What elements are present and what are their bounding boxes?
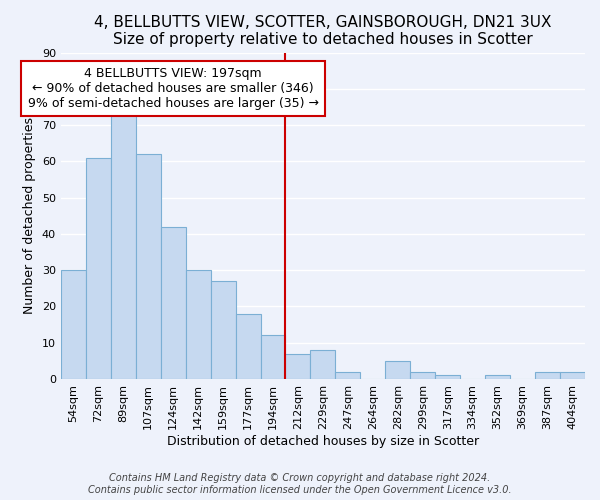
Bar: [560, 372, 585, 379]
Bar: [485, 376, 510, 379]
Bar: [185, 270, 211, 379]
Bar: [310, 350, 335, 379]
Bar: [136, 154, 161, 379]
Text: 4 BELLBUTTS VIEW: 197sqm
← 90% of detached houses are smaller (346)
9% of semi-d: 4 BELLBUTTS VIEW: 197sqm ← 90% of detach…: [28, 67, 319, 110]
Y-axis label: Number of detached properties: Number of detached properties: [23, 118, 37, 314]
Bar: [211, 281, 236, 379]
X-axis label: Distribution of detached houses by size in Scotter: Distribution of detached houses by size …: [167, 434, 479, 448]
Bar: [535, 372, 560, 379]
Bar: [286, 354, 310, 379]
Bar: [335, 372, 361, 379]
Bar: [111, 107, 136, 379]
Bar: [435, 376, 460, 379]
Bar: [86, 158, 111, 379]
Bar: [410, 372, 435, 379]
Bar: [61, 270, 86, 379]
Bar: [161, 226, 185, 379]
Bar: [236, 314, 260, 379]
Bar: [260, 336, 286, 379]
Text: Contains HM Land Registry data © Crown copyright and database right 2024.
Contai: Contains HM Land Registry data © Crown c…: [88, 474, 512, 495]
Bar: [385, 361, 410, 379]
Title: 4, BELLBUTTS VIEW, SCOTTER, GAINSBOROUGH, DN21 3UX
Size of property relative to : 4, BELLBUTTS VIEW, SCOTTER, GAINSBOROUGH…: [94, 15, 551, 48]
